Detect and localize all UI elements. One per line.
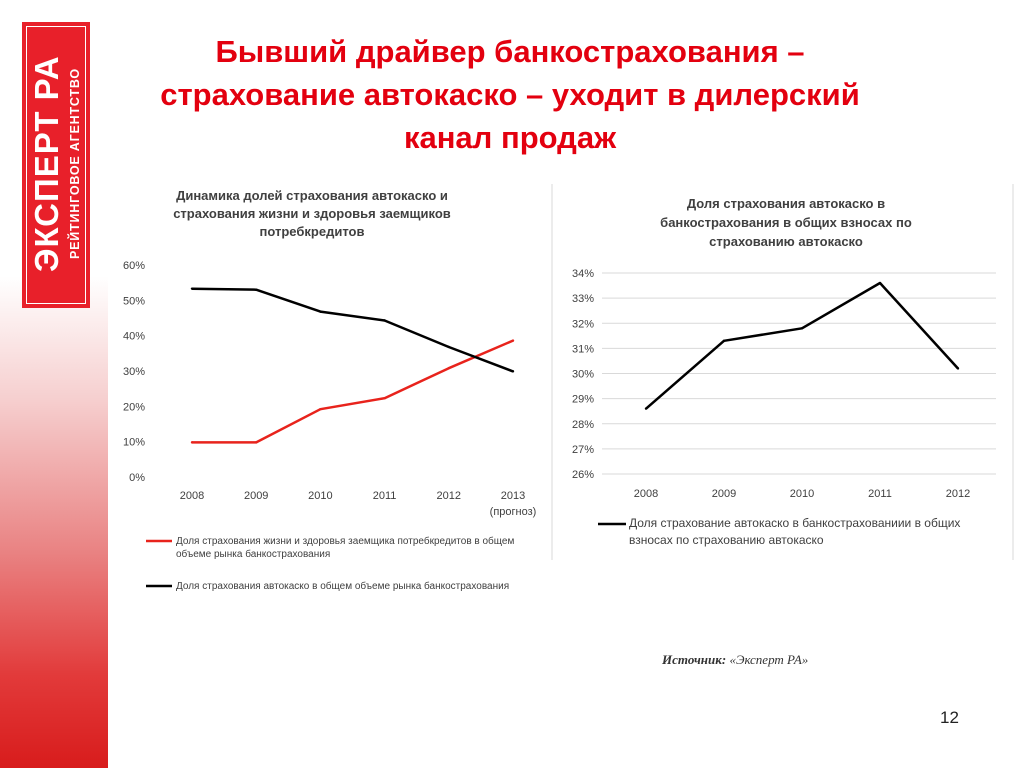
series-line <box>191 287 514 373</box>
data-point <box>319 310 322 313</box>
y-tick-label: 28% <box>572 419 594 431</box>
data-point <box>878 281 882 285</box>
y-tick-label: 30% <box>572 369 594 381</box>
data-point <box>511 370 515 373</box>
x-tick-label: 2009 <box>244 490 268 502</box>
y-tick-label: 20% <box>123 401 145 413</box>
source-note: Источник: «Эксперт РА» <box>662 652 808 668</box>
y-tick-label: 60% <box>123 260 145 272</box>
series-line <box>645 281 959 410</box>
chart-left: Динамика долей страхования автокаско и ст… <box>123 188 537 592</box>
x-tick-label: 2009 <box>712 488 736 500</box>
y-tick-label: 34% <box>572 268 594 280</box>
y-tick-label: 26% <box>572 469 594 481</box>
data-point <box>190 441 194 444</box>
ekspert-ra-logo: ЭКСПЕРТ РА РЕЙТИНГОВОЕ АГЕНТСТВО <box>22 22 90 308</box>
data-point <box>255 441 258 444</box>
page-number: 12 <box>940 708 959 727</box>
data-point <box>511 339 515 342</box>
logo-frame <box>26 26 86 304</box>
slide-title: Бывший драйвер банкострахования – страхо… <box>160 34 860 155</box>
x-tick-label: 2013 <box>501 490 525 502</box>
data-point <box>447 366 450 370</box>
x-tick-label: 2010 <box>790 488 814 500</box>
data-point <box>383 319 386 322</box>
source-value: «Эксперт РА» <box>729 652 809 667</box>
chart-title-line: страхования жизни и здоровья заемщиков <box>173 206 451 221</box>
y-tick-label: 31% <box>572 343 594 355</box>
legend-label: Доля страхования автокаско в общем объем… <box>176 580 509 592</box>
data-point <box>190 287 194 290</box>
y-tick-label: 10% <box>123 437 145 449</box>
y-tick-label: 30% <box>123 366 145 378</box>
chart-title-line: Доля страхования автокаско в <box>687 196 885 211</box>
chart-title-line: Динамика долей страхования автокаско и <box>176 188 448 203</box>
legend-label: объеме рынка банкострахования <box>176 548 330 560</box>
x-tick-sublabel: (прогноз) <box>490 506 537 518</box>
legend-label: Доля страхования жизни и здоровья заемщи… <box>176 535 514 547</box>
x-tick-label: 2011 <box>868 488 892 500</box>
y-tick-label: 27% <box>572 444 594 456</box>
y-tick-label: 40% <box>123 331 145 343</box>
x-tick-label: 2012 <box>437 490 461 502</box>
y-tick-label: 33% <box>572 293 594 305</box>
y-tick-label: 0% <box>129 472 145 484</box>
series-line <box>192 339 514 444</box>
chart-title-line: страхованию автокаско <box>709 234 863 249</box>
data-point <box>800 327 804 330</box>
x-tick-label: 2008 <box>634 488 658 500</box>
chart-title-line: потребкредитов <box>260 224 365 239</box>
y-tick-label: 50% <box>123 295 145 307</box>
chart-title-line: банкострахования в общих взносах по <box>660 215 912 230</box>
x-tick-label: 2010 <box>308 490 332 502</box>
data-point <box>319 407 322 411</box>
source-label: Источник: <box>662 652 727 667</box>
legend-label: взносах по страхованию автокаско <box>629 533 824 547</box>
x-tick-label: 2008 <box>180 490 204 502</box>
x-tick-label: 2011 <box>373 490 397 502</box>
data-point <box>644 407 648 410</box>
logo-main-text: ЭКСПЕРТ РА <box>28 55 65 273</box>
y-tick-label: 32% <box>572 318 594 330</box>
logo-sub-text: РЕЙТИНГОВОЕ АГЕНТСТВО <box>68 68 82 260</box>
data-point <box>956 367 960 370</box>
data-point <box>722 339 726 343</box>
chart-right: Доля страхования автокаско в банкострахов… <box>551 184 1014 560</box>
legend-label: Доля страхование автокаско в банкострахо… <box>629 516 960 530</box>
data-point <box>447 345 450 349</box>
x-tick-label: 2012 <box>946 488 970 500</box>
y-tick-label: 29% <box>572 394 594 406</box>
data-point <box>255 288 258 291</box>
data-point <box>383 397 386 400</box>
